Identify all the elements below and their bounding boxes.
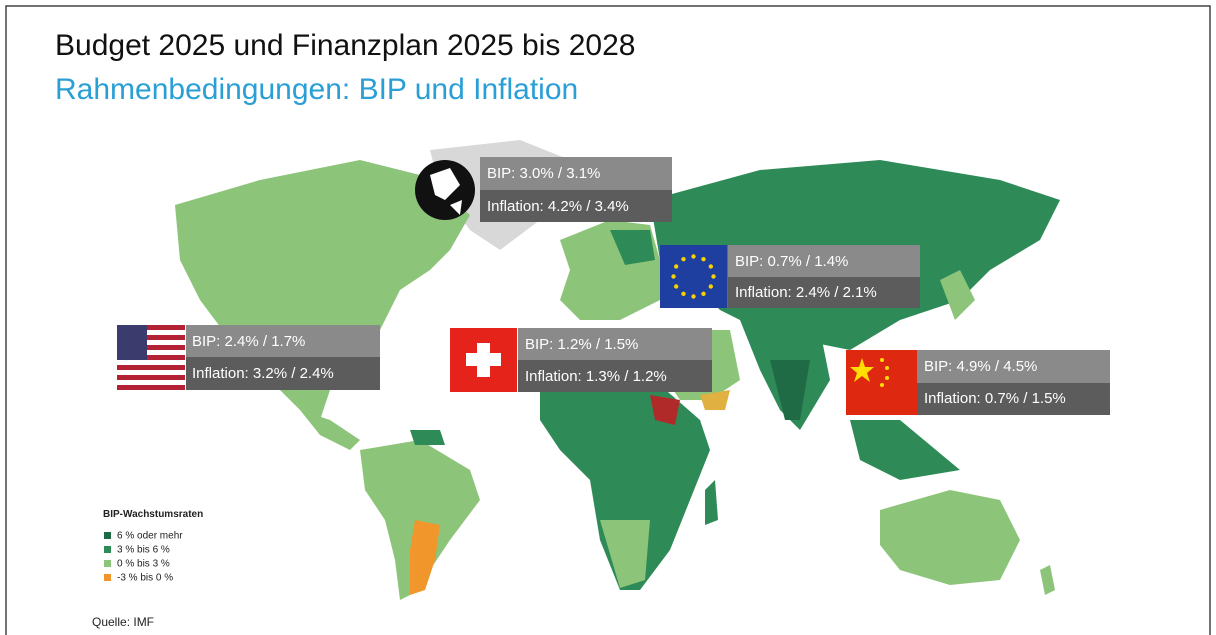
title: Budget 2025 und Finanzplan 2025 bis 2028 [55, 29, 635, 62]
flag-part [117, 335, 185, 340]
flag-part [691, 294, 696, 299]
source: Quelle: IMF [92, 615, 154, 629]
flag-part [117, 365, 185, 370]
callout-china: BIP: 4.9% / 4.5% Inflation: 0.7% / 1.5% [846, 350, 1110, 415]
bip-label: BIP: 0.7% / 1.4% [735, 253, 848, 270]
legend-item: -3 % bis 0 % [117, 573, 173, 584]
flag-part [681, 256, 686, 262]
flag-part [117, 360, 185, 365]
flag-part [117, 385, 185, 390]
legend: BIP-Wachstumsraten 6 % oder mehr 3 % bis… [103, 509, 203, 584]
flag-part [701, 256, 706, 262]
flag-part [117, 340, 185, 345]
flag-part [117, 355, 185, 360]
legend-title: BIP-Wachstumsraten [103, 509, 203, 520]
callout-world: BIP: 3.0% / 3.1% Inflation: 4.2% / 3.4% [415, 157, 672, 222]
inflation-label: Inflation: 2.4% / 2.1% [735, 284, 877, 301]
bip-label: BIP: 2.4% / 1.7% [192, 333, 305, 350]
bip-label: BIP: 1.2% / 1.5% [525, 336, 638, 353]
flag-part [708, 264, 714, 269]
flag-part [681, 291, 686, 297]
inflation-label: Inflation: 1.3% / 1.2% [525, 368, 667, 385]
flag-part [117, 350, 185, 355]
flag-part [117, 345, 185, 350]
legend-item: 0 % bis 3 % [117, 559, 170, 570]
flag-part [117, 375, 185, 380]
flag-part [701, 291, 706, 297]
flag-part [117, 380, 185, 385]
callout-usa: BIP: 2.4% / 1.7% Inflation: 3.2% / 2.4% [117, 325, 380, 390]
flag-part [711, 274, 716, 279]
inflation-label: Inflation: 0.7% / 1.5% [924, 390, 1066, 407]
flag-part [673, 264, 679, 269]
callout-eu: BIP: 0.7% / 1.4% Inflation: 2.4% / 2.1% [660, 245, 920, 308]
callout-switzerland: BIP: 1.2% / 1.5% Inflation: 1.3% / 1.2% [450, 328, 712, 392]
flag-part [691, 254, 696, 259]
flag-part [708, 284, 714, 289]
legend-item: 3 % bis 6 % [117, 545, 170, 556]
inflation-label: Inflation: 4.2% / 3.4% [487, 198, 629, 215]
flag-part [673, 284, 679, 289]
flag-part [117, 330, 185, 335]
legend-item: 6 % oder mehr [117, 531, 183, 542]
bip-label: BIP: 3.0% / 3.1% [487, 165, 600, 182]
inflation-label: Inflation: 3.2% / 2.4% [192, 365, 334, 382]
bip-label: BIP: 4.9% / 4.5% [924, 358, 1037, 375]
flag-part [117, 370, 185, 375]
flag-part [671, 274, 676, 279]
subtitle: Rahmenbedingungen: BIP und Inflation [55, 73, 578, 106]
flag-part [117, 325, 185, 330]
